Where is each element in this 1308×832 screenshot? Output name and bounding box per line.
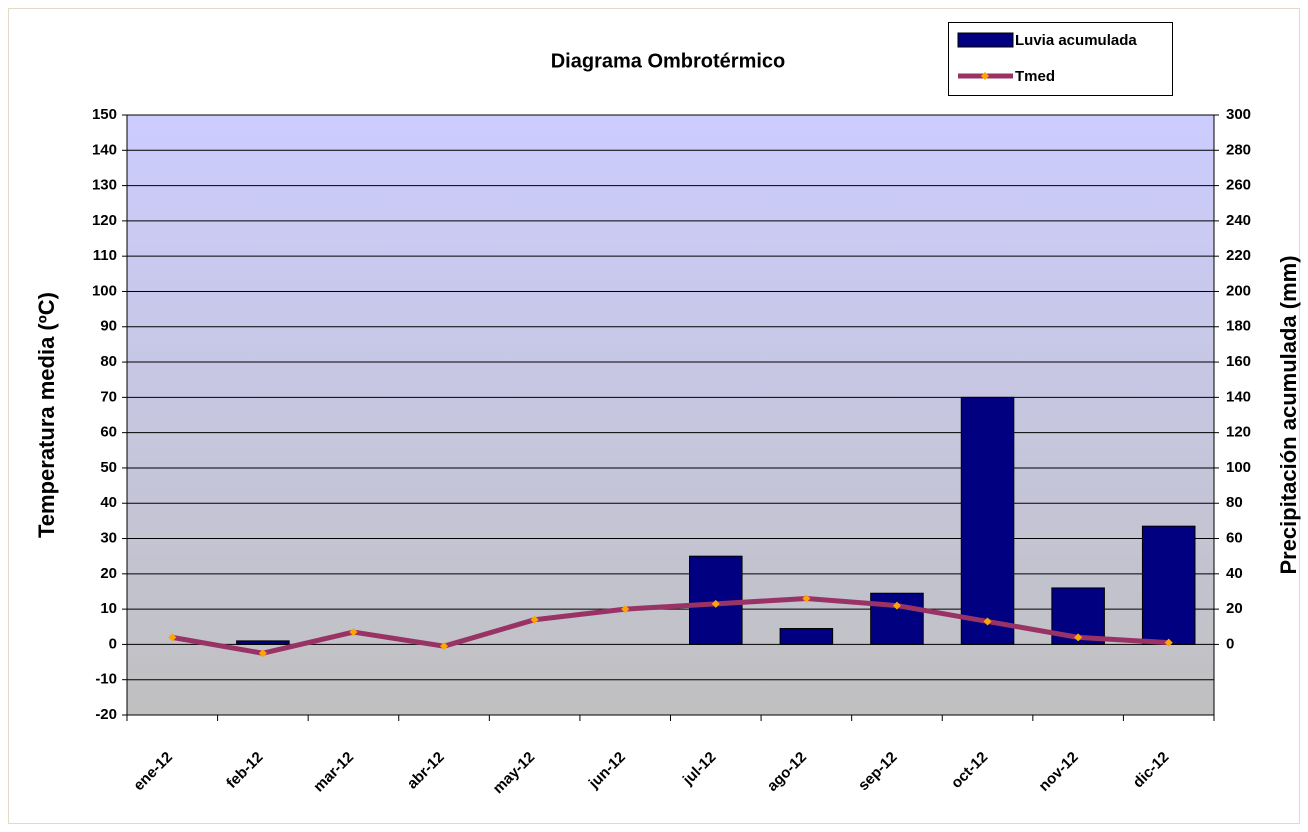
plot-area xyxy=(127,115,1214,715)
y2-tick-label: 20 xyxy=(1226,600,1243,617)
y2-tick-label: 240 xyxy=(1226,212,1251,229)
y-tick-label: 100 xyxy=(92,282,117,299)
marker xyxy=(1074,633,1083,642)
y-tick-label: 130 xyxy=(92,177,117,194)
y-tick-label: 20 xyxy=(100,565,117,582)
legend-marker xyxy=(981,72,989,80)
y2-axis-title: Precipitación acumulada (mm) xyxy=(1276,255,1301,574)
bar xyxy=(236,640,290,645)
y-tick-label: 10 xyxy=(100,600,117,617)
marker xyxy=(802,594,811,603)
marker xyxy=(349,628,358,637)
marker xyxy=(258,649,267,658)
y2-tick-label: 0 xyxy=(1226,635,1234,652)
marker xyxy=(1164,638,1173,647)
y-tick-label: 90 xyxy=(100,318,117,335)
bar xyxy=(960,396,1015,645)
y-tick-label: 70 xyxy=(100,388,117,405)
y2-tick-label: 280 xyxy=(1226,141,1251,158)
y-tick-label: -20 xyxy=(95,706,117,723)
legend-label: Luvia acumulada xyxy=(1015,32,1137,49)
y2-tick-label: 160 xyxy=(1226,353,1251,370)
bar xyxy=(870,592,924,645)
marker xyxy=(168,633,177,642)
bar xyxy=(1141,525,1196,645)
marker xyxy=(440,642,449,651)
line xyxy=(171,596,1169,656)
legend-label: Tmed xyxy=(1015,68,1055,85)
y-tick-label: 140 xyxy=(92,141,117,158)
y2-tick-label: 200 xyxy=(1226,282,1251,299)
y-tick-label: 120 xyxy=(92,212,117,229)
y2-tick-label: 60 xyxy=(1226,529,1243,546)
y-tick-label: 150 xyxy=(92,106,117,123)
y2-tick-label: 140 xyxy=(1226,388,1251,405)
chart-title: Diagrama Ombrotérmico xyxy=(551,50,786,72)
marker xyxy=(711,599,720,608)
legend-swatch xyxy=(957,32,1014,48)
y-tick-label: 40 xyxy=(100,494,117,511)
y2-tick-label: 100 xyxy=(1226,459,1251,476)
y-axis-title: Temperatura media (ºC) xyxy=(34,292,59,538)
marker xyxy=(530,615,539,624)
bar xyxy=(779,628,834,645)
y-tick-label: 60 xyxy=(100,424,117,441)
y2-tick-label: 120 xyxy=(1226,424,1251,441)
y2-tick-label: 180 xyxy=(1226,318,1251,335)
y-tick-label: -10 xyxy=(95,671,117,688)
y-tick-label: 30 xyxy=(100,529,117,546)
y2-tick-label: 260 xyxy=(1226,177,1251,194)
y-tick-label: 80 xyxy=(100,353,117,370)
y-tick-label: 50 xyxy=(100,459,117,476)
marker xyxy=(983,617,992,626)
y2-tick-label: 40 xyxy=(1226,565,1243,582)
y2-tick-label: 220 xyxy=(1226,247,1251,264)
marker xyxy=(621,605,630,614)
marker xyxy=(892,601,901,610)
y2-tick-label: 300 xyxy=(1226,106,1251,123)
y2-tick-label: 80 xyxy=(1226,494,1243,511)
y-tick-label: 110 xyxy=(93,247,117,264)
y-tick-label: 0 xyxy=(109,635,117,652)
